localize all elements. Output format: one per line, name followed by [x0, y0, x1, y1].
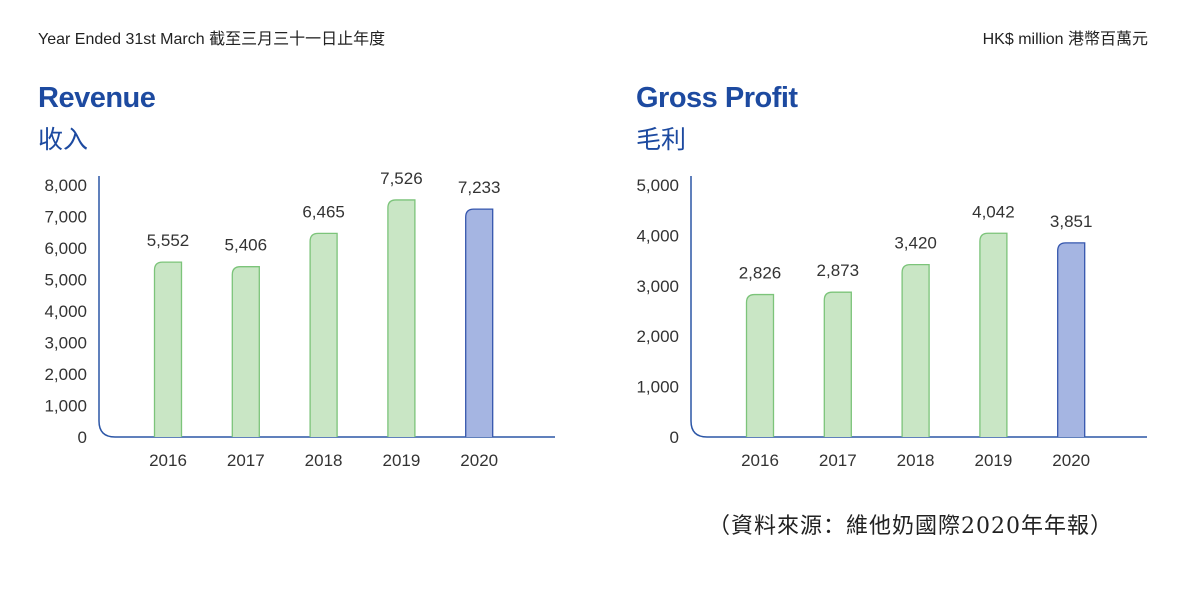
bar-2016	[745, 293, 775, 437]
value-label: 3,851	[1050, 212, 1093, 231]
bar-2020	[1057, 242, 1086, 437]
value-label: 2,873	[817, 261, 860, 280]
y-tick-label: 6,000	[44, 239, 87, 258]
value-label: 7,526	[380, 169, 423, 188]
x-tick-label: 2018	[305, 451, 343, 470]
x-tick-label: 2016	[741, 451, 779, 470]
revenue-subtitle: 收入	[38, 126, 89, 154]
x-tick-label: 2018	[897, 451, 935, 470]
x-tick-label: 2019	[382, 451, 420, 470]
bar-2017	[823, 291, 852, 437]
bar-2020	[465, 208, 494, 437]
x-tick-label: 2020	[1052, 451, 1090, 470]
y-tick-label: 1,000	[636, 378, 679, 397]
bar-2017	[231, 266, 260, 437]
y-tick-label: 5,000	[44, 271, 87, 290]
value-label: 2,826	[739, 264, 782, 283]
y-tick-label: 3,000	[636, 277, 679, 296]
y-tick-label: 2,000	[44, 365, 87, 384]
bar-2016	[153, 261, 183, 437]
y-tick-label: 4,000	[636, 226, 679, 245]
source-note: （資料來源：維他奶國際2020年年報）	[708, 514, 1113, 539]
bar-2018	[901, 263, 930, 437]
y-tick-label: 1,000	[44, 397, 87, 416]
y-tick-label: 5,000	[636, 176, 679, 195]
unit-label: HK$ million 港幣百萬元	[982, 31, 1148, 48]
y-tick-label: 4,000	[44, 302, 87, 321]
y-tick-label: 2,000	[636, 327, 679, 346]
axis-line	[98, 176, 555, 438]
y-tick-label: 7,000	[44, 208, 87, 227]
value-label: 5,406	[225, 236, 268, 255]
value-label: 7,233	[458, 178, 501, 197]
value-label: 5,552	[147, 231, 190, 250]
bar-2019	[979, 232, 1008, 437]
bar-2018	[309, 232, 338, 437]
bar-2019	[387, 199, 416, 437]
y-tick-label: 3,000	[44, 334, 87, 353]
value-label: 4,042	[972, 202, 1015, 221]
period-label: Year Ended 31st March 截至三月三十一日止年度	[38, 31, 386, 48]
gross-profit-title: Gross Profit	[636, 82, 798, 114]
y-tick-label: 0	[78, 428, 87, 447]
x-tick-label: 2016	[149, 451, 187, 470]
revenue-title: Revenue	[38, 82, 156, 114]
y-tick-label: 8,000	[44, 176, 87, 195]
value-label: 3,420	[894, 234, 937, 253]
axis-line	[690, 176, 1147, 438]
x-tick-label: 2019	[974, 451, 1012, 470]
gross-profit-subtitle: 毛利	[636, 126, 687, 154]
value-label: 6,465	[302, 202, 345, 221]
x-tick-label: 2017	[819, 451, 857, 470]
y-tick-label: 0	[670, 428, 679, 447]
x-tick-label: 2017	[227, 451, 265, 470]
x-tick-label: 2020	[460, 451, 498, 470]
